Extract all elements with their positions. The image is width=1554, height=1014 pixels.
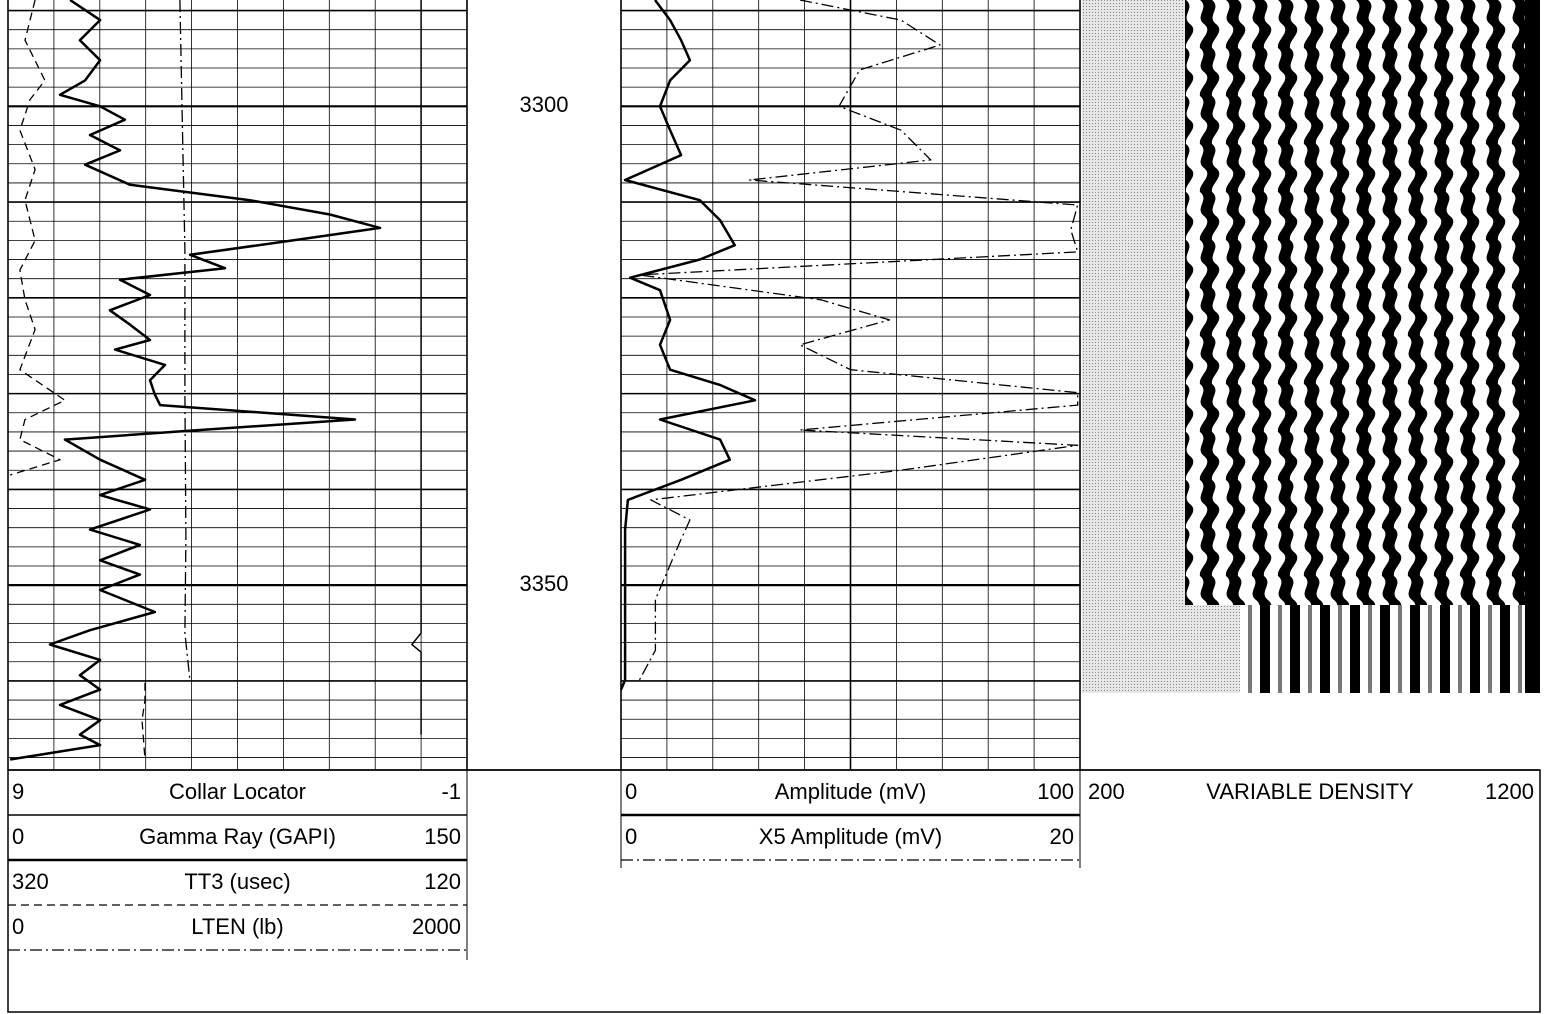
scale-left: 9 [12, 779, 24, 804]
scale-left: 0 [12, 914, 24, 939]
curve-name: LTEN (lb) [191, 914, 284, 939]
curve-name: Gamma Ray (GAPI) [139, 824, 336, 849]
scale-right: 150 [424, 824, 461, 849]
depth-label: 3350 [520, 571, 569, 596]
scale-right: 20 [1050, 824, 1074, 849]
header: 200 VARIABLE DENSITY 1200 9 Collar Locato… [7, 769, 1541, 1013]
curve-name: Amplitude (mV) [775, 779, 927, 804]
vdl-scale-right: 1200 [1485, 779, 1534, 804]
scale-right: -1 [441, 779, 461, 804]
scale-right: 2000 [412, 914, 461, 939]
log-curve [619, 0, 757, 691]
scale-left: 0 [625, 824, 637, 849]
scale-left: 320 [12, 869, 49, 894]
vdl-scale-left: 200 [1088, 779, 1125, 804]
log-curve [9, 0, 382, 761]
scale-right: 100 [1037, 779, 1074, 804]
curve-name: X5 Amplitude (mV) [759, 824, 942, 849]
depth-label: 3300 [520, 92, 569, 117]
grid: 3300 3350 [7, 0, 1081, 770]
log-curve [9, 0, 146, 760]
log-curve [638, 0, 1079, 681]
scale-right: 120 [424, 869, 461, 894]
scale-left: 0 [625, 779, 637, 804]
log-curve [179, 0, 191, 681]
curve-name: TT3 (usec) [184, 869, 290, 894]
curve-name: Collar Locator [169, 779, 306, 804]
vdl-image [1082, 0, 1540, 693]
scale-left: 0 [12, 824, 24, 849]
vdl-name: VARIABLE DENSITY [1206, 779, 1414, 804]
log-curve [411, 0, 422, 735]
curves [9, 0, 1079, 761]
